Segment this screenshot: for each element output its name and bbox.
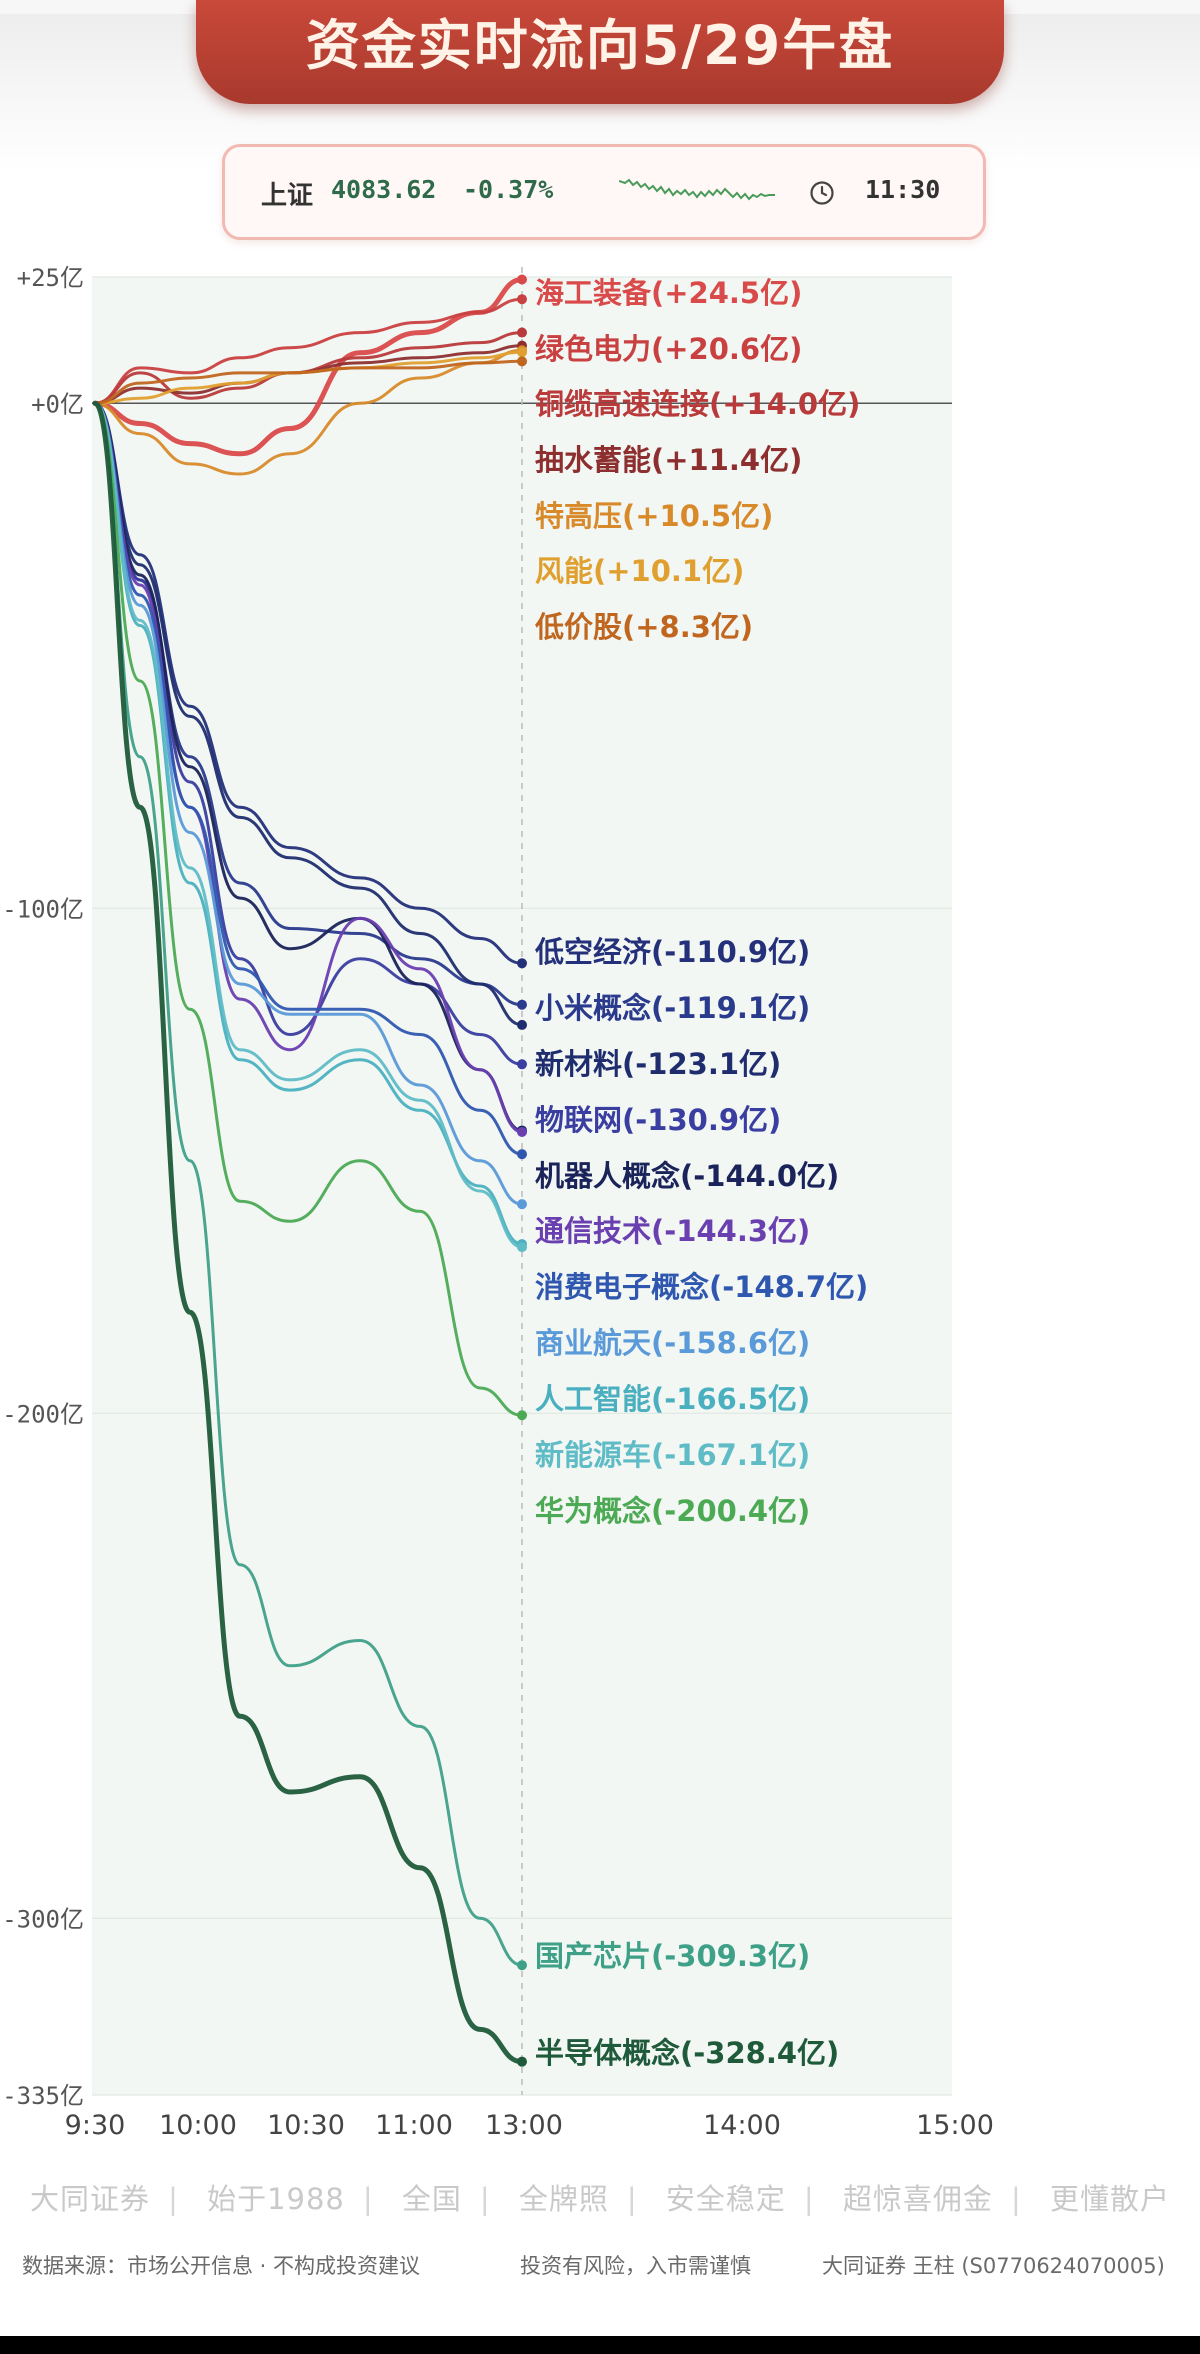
series-line — [93, 401, 524, 1967]
slogan-item: 大同证券 — [30, 2182, 151, 2216]
series-label: 国产芯片(-309.3亿) — [535, 1939, 810, 1973]
series-label: 绿色电力(+20.6亿) — [535, 332, 802, 366]
series-label: 新能源车(-167.1亿) — [535, 1438, 810, 1472]
index-sparkline — [619, 178, 775, 201]
series-endpoint — [517, 1410, 527, 1421]
series-line — [93, 359, 524, 405]
series-endpoint — [517, 1059, 527, 1070]
series-endpoint — [517, 999, 527, 1010]
series-endpoint — [517, 274, 527, 285]
series-endpoint — [517, 327, 527, 338]
clock-icon — [810, 181, 834, 205]
bottom-bar — [0, 2336, 1200, 2354]
series-label: 机器人概念(-144.0亿) — [535, 1159, 839, 1193]
series-endpoint — [517, 1019, 527, 1030]
series-line — [93, 401, 524, 1156]
series-label: 低价股(+8.3亿) — [534, 610, 753, 644]
risk-note: 投资有风险，入市需谨慎 — [520, 2254, 751, 2278]
series-label: 物联网(-130.9亿) — [535, 1103, 781, 1137]
x-tick-label: 10:30 — [267, 2110, 345, 2141]
x-tick-label: 10:00 — [159, 2110, 237, 2141]
series-label: 海工装备(+24.5亿) — [535, 276, 802, 310]
index-value: 4083.62 — [331, 175, 437, 204]
series-label: 华为概念(-200.4亿) — [535, 1494, 810, 1528]
y-tick-label: +25亿 — [17, 264, 84, 292]
index-name: 上证 — [261, 181, 314, 211]
slogan-item: 安全稳定 — [665, 2182, 786, 2216]
slogan-item: 全牌照 — [518, 2182, 609, 2216]
slogan-item: 超惊喜佣金 — [842, 2182, 993, 2216]
x-tick-label: 9:30 — [65, 2110, 126, 2141]
series-label: 商业航天(-158.6亿) — [535, 1326, 810, 1360]
y-tick-label: -300亿 — [2, 1905, 84, 1933]
slogan-item: 更懂散户 — [1049, 2182, 1170, 2216]
series-endpoint — [517, 1242, 527, 1253]
y-tick-label: -335亿 — [2, 2082, 84, 2110]
data-source-note: 数据来源：市场公开信息 · 不构成投资建议 — [22, 2254, 421, 2278]
series-endpoint — [517, 2056, 527, 2067]
series-label: 通信技术(-144.3亿) — [535, 1214, 810, 1248]
series-line — [93, 401, 524, 1132]
y-tick-label: -100亿 — [2, 895, 84, 923]
series-line — [93, 348, 524, 476]
series-line — [92, 400, 525, 2065]
series-label: 人工智能(-166.5亿) — [535, 1382, 810, 1416]
series-endpoint — [517, 294, 527, 305]
series-line — [93, 297, 524, 405]
series-line — [93, 401, 524, 965]
y-tick-label: +0亿 — [31, 390, 84, 418]
author-note: 大同证券 王柱 (S0770624070005) — [822, 2254, 1165, 2278]
slogan-item: 始于1988 — [207, 2182, 345, 2216]
y-tick-label: -200亿 — [2, 1400, 84, 1428]
series-line — [93, 401, 524, 1417]
series-line — [93, 401, 524, 1206]
series-label: 特高压(+10.5亿) — [535, 499, 773, 533]
series-endpoint — [517, 356, 527, 367]
slogan-item: 全国 — [401, 2182, 462, 2216]
series-endpoint — [517, 1126, 527, 1137]
series-line — [92, 277, 525, 457]
series-endpoint — [517, 347, 527, 358]
series-label: 小米概念(-119.1亿) — [535, 991, 810, 1025]
x-tick-label: 13:00 — [485, 2110, 563, 2141]
index-change: -0.37% — [463, 175, 554, 204]
series-label: 铜缆高速连接(+14.0亿) — [535, 387, 860, 421]
page-title: 资金实时流向5/29午盘 — [196, 0, 1004, 104]
series-line — [93, 401, 524, 1249]
series-endpoint — [517, 1960, 527, 1971]
series-label: 半导体概念(-328.4亿) — [535, 2036, 839, 2070]
x-tick-label: 11:00 — [375, 2110, 453, 2141]
series-label: 风能(+10.1亿) — [535, 554, 744, 588]
series-endpoint — [517, 1199, 527, 1210]
series-label: 新材料(-123.1亿) — [535, 1047, 781, 1081]
series-line — [93, 401, 524, 1134]
x-tick-label: 14:00 — [703, 2110, 781, 2141]
series-label: 抽水蓄能(+11.4亿) — [535, 443, 802, 477]
series-label: 低空经济(-110.9亿) — [534, 935, 810, 969]
series-label: 消费电子概念(-148.7亿) — [535, 1270, 868, 1304]
index-time: 11:30 — [865, 175, 941, 204]
footer-slogan: 大同证券 | 始于1988 | 全国 | 全牌照 | 安全稳定 | 超惊喜佣金 | 更懂散户 — [30, 2182, 1170, 2216]
series-endpoint — [517, 958, 527, 969]
series-endpoint — [517, 1149, 527, 1160]
series-line — [93, 401, 524, 1027]
index-card: 上证 4083.62 -0.37% 11:30 — [222, 144, 986, 240]
x-tick-label: 15:00 — [916, 2110, 994, 2141]
